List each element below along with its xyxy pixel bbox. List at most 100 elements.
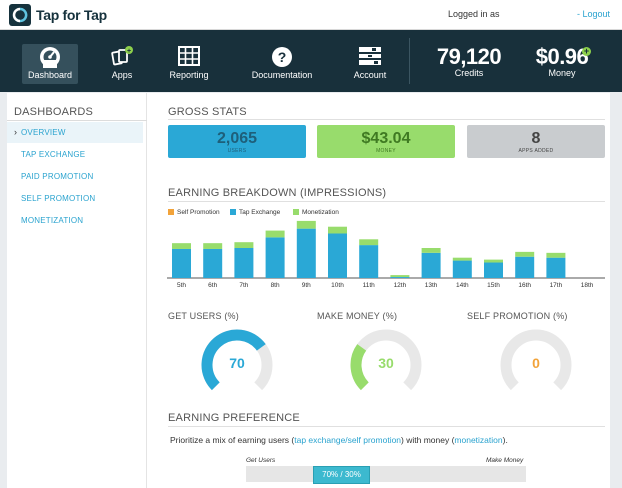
gauge-value: 70 xyxy=(229,355,245,371)
legend-label: Monetization xyxy=(302,209,339,216)
x-tick-label: 17th xyxy=(550,282,563,289)
bar-tap-exchange[interactable] xyxy=(234,248,254,278)
nav-documentation[interactable]: ? Documentation xyxy=(246,44,318,82)
credits-label: Credits xyxy=(454,68,484,78)
gauge-arc xyxy=(201,329,273,391)
earning-preference-title: EARNING PREFERENCE xyxy=(168,412,300,424)
gauge-title-self-promotion: SELF PROMOTION (%) xyxy=(467,311,568,321)
preference-description: Prioritize a mix of earning users (tap e… xyxy=(170,435,508,445)
bar-monetization[interactable] xyxy=(172,243,191,249)
bar-monetization[interactable] xyxy=(484,259,503,263)
bar-monetization[interactable] xyxy=(421,248,441,253)
money-stat-label: MONEY xyxy=(376,148,396,154)
bar-monetization[interactable] xyxy=(234,242,254,248)
slider-handle[interactable]: 70% / 30% xyxy=(313,466,370,484)
main-panel: DASHBOARDS › OVERVIEW TAP EXCHANGE PAID … xyxy=(7,93,610,488)
credits-stat[interactable]: 79,120 Credits xyxy=(434,44,504,79)
users-stat-box[interactable]: 2,065 USERS xyxy=(168,125,306,158)
bar-tap-exchange[interactable] xyxy=(203,248,223,278)
x-tick-label: 10th xyxy=(331,282,344,289)
bar-tap-exchange[interactable] xyxy=(421,252,441,278)
nav-reporting-label: Reporting xyxy=(169,70,209,80)
x-tick-label: 13th xyxy=(425,282,438,289)
sidebar-item-label: OVERVIEW xyxy=(21,128,66,137)
apps-plus-icon: + xyxy=(111,46,133,66)
bar-tap-exchange[interactable] xyxy=(359,245,379,278)
earning-breakdown-title: EARNING BREAKDOWN (IMPRESSIONS) xyxy=(168,187,387,199)
nav-dashboard[interactable]: Dashboard xyxy=(22,44,78,82)
earning-preference-divider xyxy=(168,426,605,427)
money-value: $0.96 xyxy=(535,44,589,69)
dashboards-sidebar: DASHBOARDS › OVERVIEW TAP EXCHANGE PAID … xyxy=(7,93,147,488)
gauge-value: 0 xyxy=(532,355,540,371)
gauge-track xyxy=(500,329,572,391)
sidebar-item-tap-exchange[interactable]: TAP EXCHANGE xyxy=(7,144,143,165)
sidebar-divider xyxy=(7,120,147,121)
get-users-gauge: 70 xyxy=(200,328,274,402)
main-nav: Dashboard + Apps Reporting ? Documentati… xyxy=(0,30,622,92)
logout-link[interactable]: - Logout xyxy=(577,9,611,19)
gross-stats-title: GROSS STATS xyxy=(168,106,247,118)
preference-text: ) with money ( xyxy=(401,435,455,445)
credits-value: 79,120 xyxy=(436,44,502,69)
make-money-gauge: 30 xyxy=(349,328,423,402)
bar-monetization[interactable] xyxy=(203,243,223,249)
preference-text: ). xyxy=(502,435,508,445)
bar-tap-exchange[interactable] xyxy=(484,262,503,278)
sidebar-item-paid-promotion[interactable]: PAID PROMOTION xyxy=(7,166,143,187)
apps-added-stat-box[interactable]: 8 APPS ADDED xyxy=(467,125,605,158)
bar-monetization[interactable] xyxy=(359,239,379,246)
legend-swatch xyxy=(230,209,236,215)
bar-tap-exchange[interactable] xyxy=(265,237,285,278)
earning-preference-slider[interactable] xyxy=(246,466,526,482)
nav-account-label: Account xyxy=(353,70,387,80)
bar-monetization[interactable] xyxy=(515,251,535,257)
earning-breakdown-chart: 5th 6th 7th 8th 9th 10th 11th 12th 13th 14th 15th 1… xyxy=(167,220,605,289)
money-stat-value: $43.04 xyxy=(361,130,411,147)
nav-reporting[interactable]: Reporting xyxy=(164,44,214,82)
bar-monetization[interactable] xyxy=(265,230,285,238)
money-stat-box[interactable]: $43.04 MONEY xyxy=(317,125,455,158)
logged-in-label: Logged in as xyxy=(448,9,500,19)
bar-tap-exchange[interactable] xyxy=(328,233,347,278)
bar-tap-exchange[interactable] xyxy=(546,257,566,278)
sidebar-item-overview[interactable]: › OVERVIEW xyxy=(7,122,143,143)
svg-text:+: + xyxy=(127,48,131,55)
x-tick-label: 14th xyxy=(456,282,469,289)
money-stat[interactable]: $0.96 Money xyxy=(530,44,594,79)
bar-tap-exchange[interactable] xyxy=(452,260,472,278)
bar-tap-exchange[interactable] xyxy=(296,228,316,278)
bar-monetization[interactable] xyxy=(452,257,472,261)
x-tick-label: 7th xyxy=(239,282,248,289)
bar-monetization[interactable] xyxy=(328,226,347,234)
legend-swatch xyxy=(293,209,299,215)
bar-monetization[interactable] xyxy=(390,275,410,278)
gauge-arc xyxy=(500,329,572,391)
gauge-arc xyxy=(350,329,422,391)
x-tick-label: 11th xyxy=(363,282,376,289)
nav-account[interactable]: Account xyxy=(346,44,394,82)
money-label: Money xyxy=(548,68,576,78)
tap-exchange-link[interactable]: tap exchange/self promotion xyxy=(294,435,402,445)
sidebar-item-monetization[interactable]: MONETIZATION xyxy=(7,210,143,231)
x-tick-label: 8th xyxy=(271,282,280,289)
add-money-plus-icon[interactable]: + xyxy=(582,46,591,56)
legend-label: Tap Exchange xyxy=(239,209,281,216)
sidebar-title: DASHBOARDS xyxy=(14,106,94,118)
x-tick-label: 5th xyxy=(177,282,186,289)
x-tick-label: 16th xyxy=(518,282,531,289)
sidebar-item-self-promotion[interactable]: SELF PROMOTION xyxy=(7,188,143,209)
table-grid-icon xyxy=(178,46,200,66)
preference-text: Prioritize a mix of earning users ( xyxy=(170,435,295,445)
bar-monetization[interactable] xyxy=(546,252,566,258)
monetization-link[interactable]: monetization xyxy=(454,435,503,445)
bar-tap-exchange[interactable] xyxy=(172,248,191,278)
chevron-right-icon: › xyxy=(14,127,18,137)
bar-monetization[interactable] xyxy=(296,220,316,229)
bar-tap-exchange[interactable] xyxy=(390,277,410,278)
legend-swatch xyxy=(168,209,174,215)
nav-apps[interactable]: + Apps xyxy=(100,44,144,82)
bar-tap-exchange[interactable] xyxy=(515,256,535,278)
logo-icon[interactable] xyxy=(9,4,31,26)
brand-name[interactable]: Tap for Tap xyxy=(36,7,107,23)
